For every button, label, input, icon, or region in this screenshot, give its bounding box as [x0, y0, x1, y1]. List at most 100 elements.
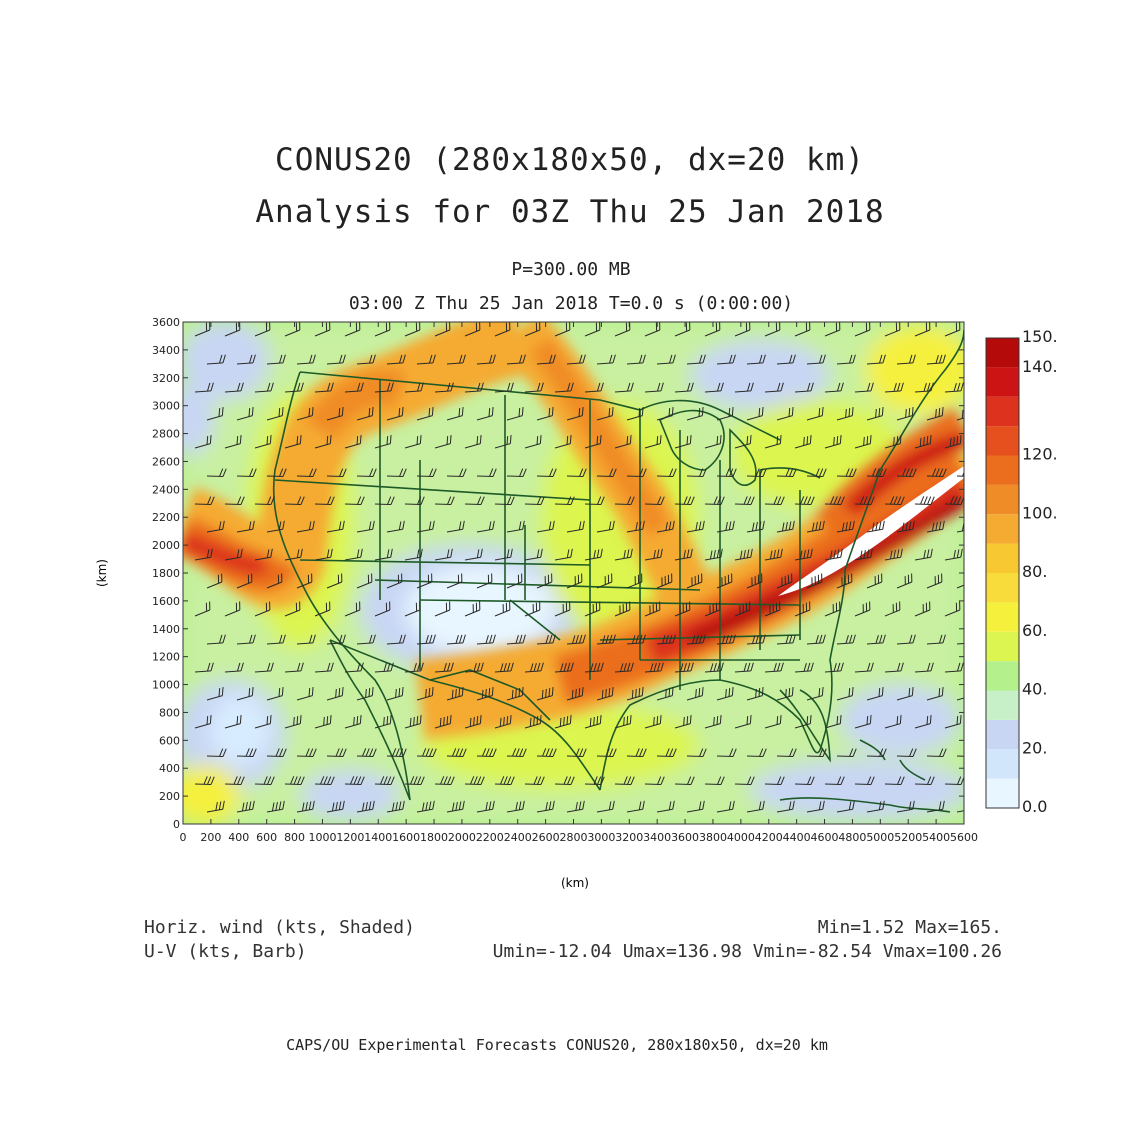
- wind-barb: [344, 776, 365, 786]
- colorbar-swatch: [986, 690, 1019, 720]
- wind-barb: [404, 322, 421, 337]
- colorbar-swatch: [986, 543, 1019, 573]
- wind-barb: [836, 800, 855, 813]
- wind-barb: [626, 748, 647, 758]
- wind-barb: [854, 662, 874, 673]
- wind-barb: [914, 776, 935, 786]
- wind-barb: [524, 715, 542, 729]
- wind-barb: [374, 662, 394, 673]
- wind-barb: [956, 755, 964, 758]
- wind-barb: [434, 382, 454, 393]
- wind-barb: [806, 407, 824, 421]
- wind-barb: [596, 748, 617, 758]
- colorbar-swatch: [986, 749, 1019, 779]
- wind-barb: [614, 435, 632, 449]
- wind-barb: [914, 548, 933, 561]
- wind-barb: [836, 354, 856, 365]
- wind-barb: [236, 573, 253, 589]
- wind-barb: [674, 548, 693, 561]
- wind-barb: [836, 687, 854, 701]
- y-tick-label: 3400: [152, 344, 180, 357]
- wind-barb: [326, 573, 343, 589]
- colorbar-swatch: [986, 426, 1019, 456]
- wind-barb: [446, 354, 466, 365]
- wind-barb: [896, 634, 916, 645]
- wind-barb: [596, 520, 615, 533]
- wind-barb: [716, 520, 735, 533]
- wind-barb: [404, 601, 421, 617]
- wind-barb: [446, 800, 465, 813]
- wind-barb: [644, 322, 661, 337]
- wind-barb: [374, 715, 392, 729]
- colorbar-label: 140.: [1022, 357, 1058, 376]
- wind-barb: [344, 435, 362, 449]
- wind-barb: [536, 634, 556, 645]
- wind-barb: [836, 407, 854, 421]
- x-tick-label: 2400: [504, 831, 532, 844]
- wind-barb: [284, 662, 304, 673]
- wind-barb: [206, 468, 227, 478]
- wind-barb: [656, 468, 677, 478]
- wind-barb: [644, 548, 663, 561]
- wind-barb: [644, 496, 665, 506]
- wind-barb: [224, 662, 244, 673]
- wind-barb: [734, 496, 755, 506]
- wind-barb: [926, 468, 947, 478]
- wind-barb: [296, 800, 315, 813]
- wind-barb: [884, 715, 902, 729]
- wind-barb: [296, 354, 316, 365]
- wind-barb: [794, 382, 814, 393]
- wind-barb: [494, 496, 515, 506]
- wind-barb: [866, 520, 885, 533]
- wind-barb: [446, 687, 464, 701]
- y-tick-label: 600: [159, 734, 180, 747]
- wind-barb: [854, 715, 872, 729]
- wind-barb: [416, 687, 434, 701]
- wind-barb: [896, 748, 917, 758]
- wind-barb: [836, 634, 856, 645]
- wind-barb: [404, 715, 422, 729]
- wind-barb: [584, 322, 601, 337]
- wind-barb: [236, 468, 257, 478]
- wind-barb: [956, 808, 964, 813]
- wind-barb: [716, 687, 734, 701]
- wind-barb: [584, 435, 602, 449]
- wind-barb: [956, 409, 964, 421]
- x-tick-label: 200: [200, 831, 221, 844]
- wind-barb: [866, 634, 886, 645]
- wind-barb: [374, 382, 394, 393]
- wind-barb: [254, 435, 272, 449]
- wind-barb: [494, 322, 511, 337]
- wind-barb: [356, 748, 377, 758]
- wind-barb: [896, 520, 915, 533]
- colorbar-label: 60.: [1022, 621, 1047, 640]
- wind-barb: [476, 354, 496, 365]
- wind-barb: [296, 520, 315, 533]
- wind-barb: [704, 548, 723, 561]
- wind-barb: [776, 634, 796, 645]
- wind-barb: [596, 800, 615, 813]
- y-tick-label: 2400: [152, 483, 180, 496]
- wind-barb: [806, 634, 826, 645]
- wind-barb: [764, 776, 785, 786]
- wind-barb: [686, 468, 707, 478]
- wind-barb: [374, 776, 395, 786]
- wind-barb: [446, 520, 465, 533]
- wind-barb: [896, 354, 916, 365]
- wind-barb: [824, 322, 841, 337]
- wind-barb: [806, 573, 823, 589]
- y-tick-label: 2800: [152, 428, 180, 441]
- wind-barb: [524, 322, 541, 337]
- x-tick-label: 2200: [476, 831, 504, 844]
- wind-barb: [626, 468, 647, 478]
- wind-barb: [926, 520, 945, 533]
- wind-barb: [794, 662, 814, 673]
- wind-barb: [554, 322, 571, 337]
- wind-barb: [884, 662, 904, 673]
- wind-barb: [434, 548, 453, 561]
- wind-barb: [494, 662, 514, 673]
- wind-barb: [746, 800, 765, 813]
- wind-barb: [386, 520, 405, 533]
- wind-barb: [866, 800, 885, 813]
- x-tick-label: 1200: [336, 831, 364, 844]
